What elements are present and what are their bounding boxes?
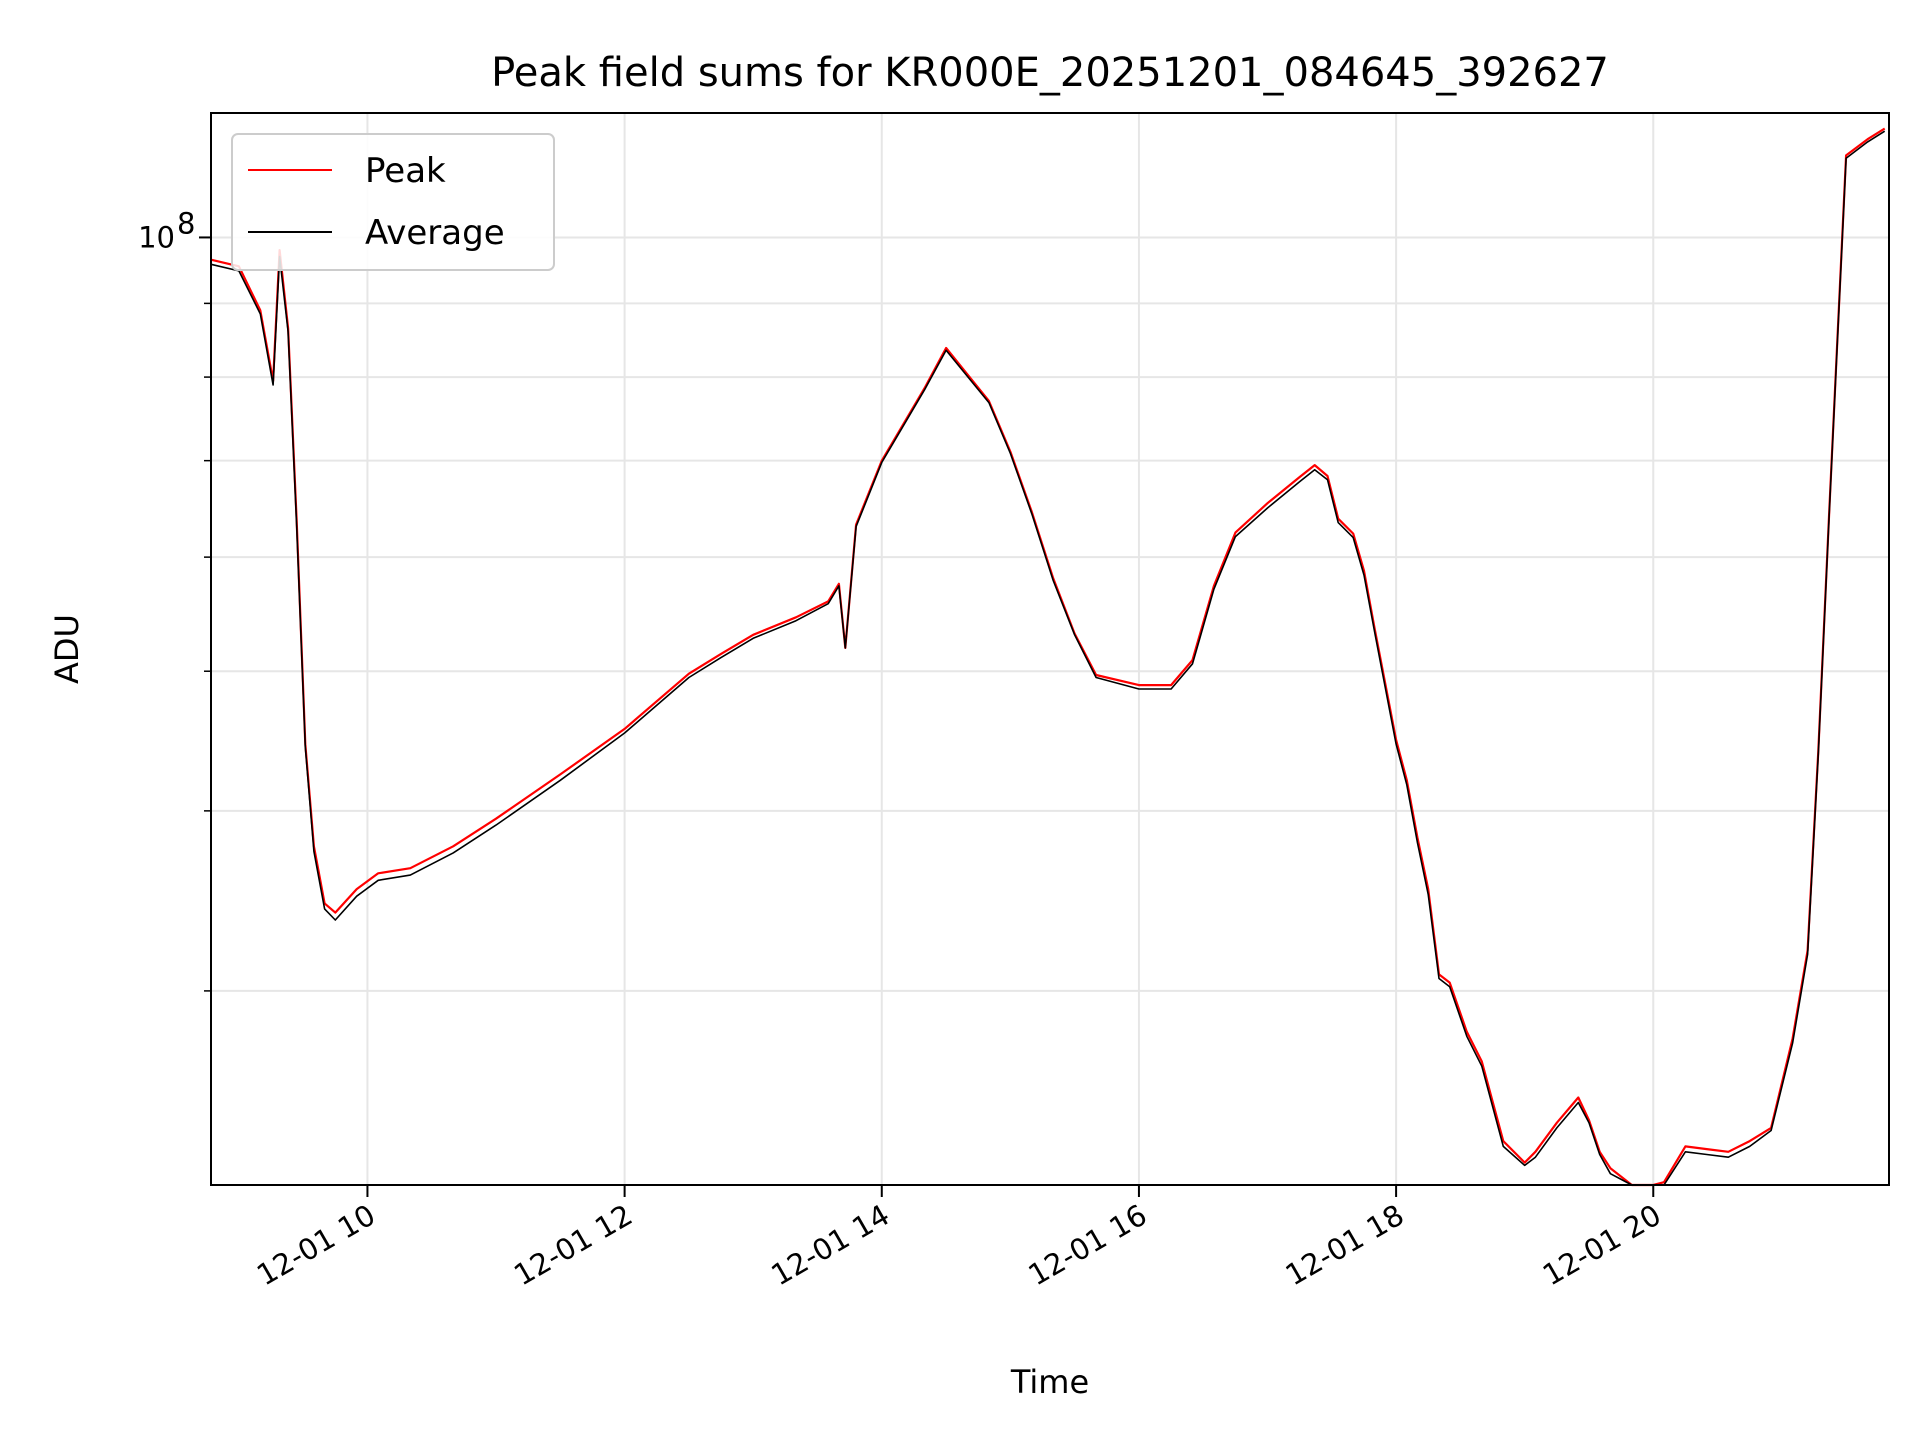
x-axis-title: Time [1010, 1363, 1089, 1401]
legend: Peak Average [231, 133, 555, 271]
legend-box [231, 133, 555, 271]
y-tick-label-exponent-0: 8 [177, 206, 195, 240]
chart-title: Peak field sums for KR000E_20251201_0846… [491, 50, 1609, 96]
grid-layer [211, 113, 1889, 1185]
legend-label-average: Average [365, 213, 505, 253]
y-tick-label-0: 10 [138, 220, 175, 254]
y-axis-title: ADU [48, 614, 86, 684]
legend-label-peak: Peak [365, 151, 446, 191]
plot-frame [210, 112, 1890, 1186]
